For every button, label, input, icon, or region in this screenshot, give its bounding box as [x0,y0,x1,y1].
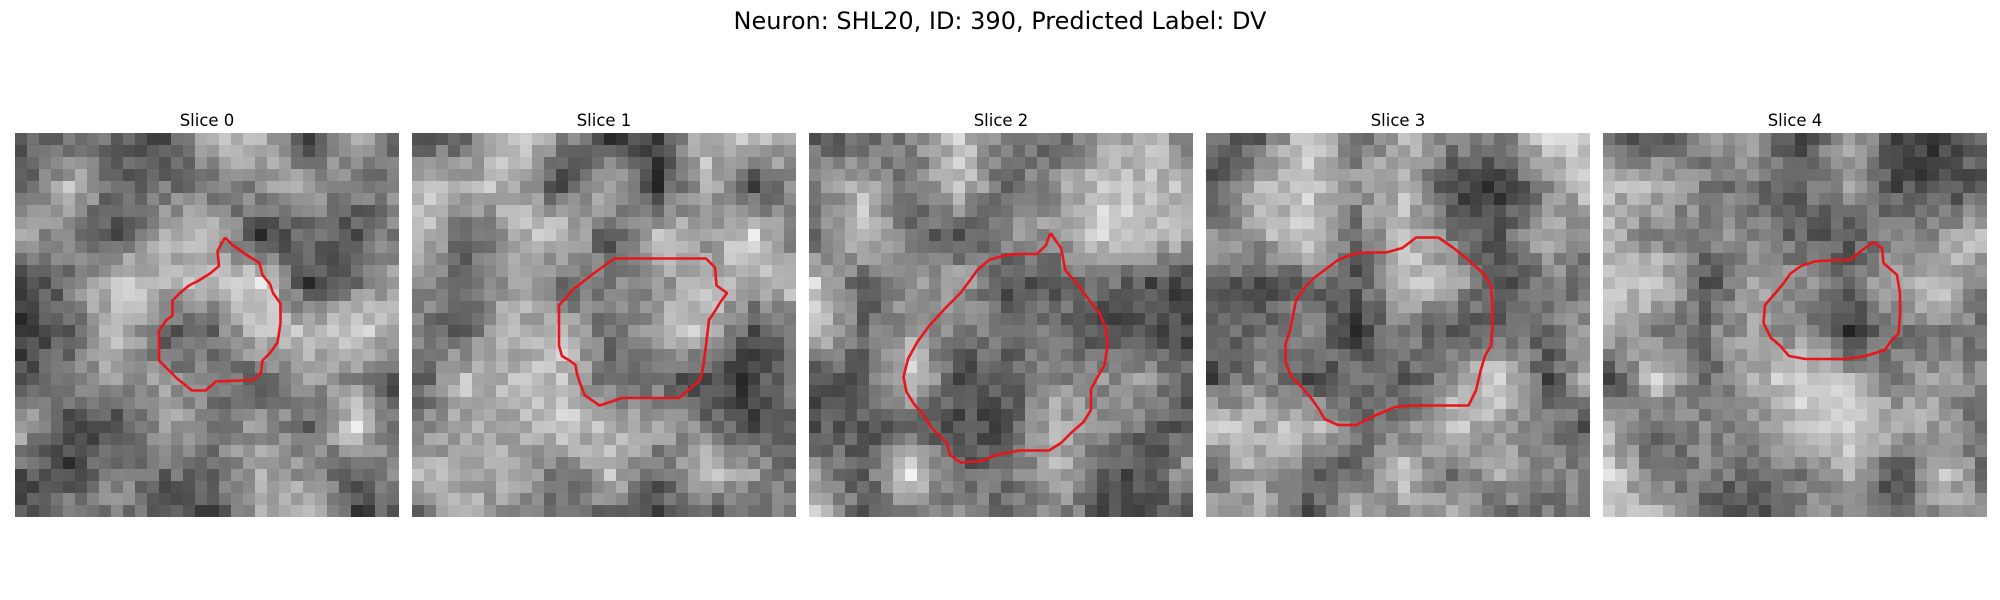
slice-title: Slice 1 [576,111,632,130]
slice-panel-3: Slice 3 [1206,108,1590,517]
slice-image [1206,133,1590,517]
slice-title: Slice 3 [1370,111,1426,130]
figure-title: Neuron: SHL20, ID: 390, Predicted Label:… [733,7,1267,35]
slice-image [412,133,796,517]
neuron-contour [902,232,1109,464]
neuron-contour [157,236,282,392]
slice-panel-0: Slice 0 [15,108,399,517]
neuron-contour [1762,240,1902,361]
micrograph-pixels [15,133,399,517]
micrograph-pixels [1603,133,1987,517]
slice-panel-4: Slice 4 [1603,108,1987,517]
micrograph-pixels [1206,133,1590,517]
neuron-contour [1284,236,1494,427]
slice-image [1603,133,1987,517]
slice-image [15,133,399,517]
slice-image [809,133,1193,517]
micrograph-pixels [809,133,1193,517]
slice-panel-1: Slice 1 [412,108,796,517]
slice-title: Slice 0 [179,111,235,130]
slice-title: Slice 4 [1767,111,1823,130]
micrograph-pixels [412,133,796,517]
slice-title: Slice 2 [973,111,1029,130]
neuron-contour [557,257,729,407]
slice-panel-2: Slice 2 [809,108,1193,517]
